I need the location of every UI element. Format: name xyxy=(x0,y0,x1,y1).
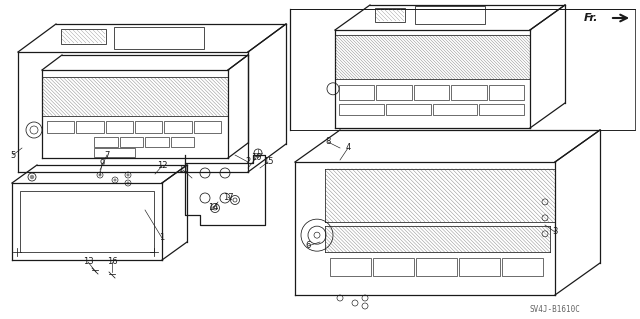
Bar xyxy=(94,148,135,157)
Text: Fr.: Fr. xyxy=(584,13,598,23)
Circle shape xyxy=(127,182,129,184)
Bar xyxy=(114,27,204,49)
Text: 1: 1 xyxy=(159,234,164,242)
Circle shape xyxy=(113,179,116,182)
Bar xyxy=(164,121,191,133)
Text: 16: 16 xyxy=(107,257,117,266)
Bar xyxy=(479,105,524,115)
Bar xyxy=(375,8,405,22)
Bar xyxy=(135,121,163,133)
Text: 5: 5 xyxy=(10,151,15,160)
Text: SV4J-B1610C: SV4J-B1610C xyxy=(530,306,581,315)
Bar xyxy=(330,258,371,276)
Bar xyxy=(414,85,449,100)
Text: 11: 11 xyxy=(178,166,188,174)
Bar xyxy=(145,137,169,147)
Text: 2: 2 xyxy=(245,158,251,167)
Text: 10: 10 xyxy=(251,153,261,162)
Bar xyxy=(373,258,414,276)
Bar xyxy=(76,121,104,133)
Bar xyxy=(502,258,543,276)
Text: 12: 12 xyxy=(157,161,167,170)
Bar xyxy=(415,6,485,24)
Text: 15: 15 xyxy=(263,158,273,167)
Bar xyxy=(20,191,154,252)
Circle shape xyxy=(99,174,102,176)
Bar xyxy=(171,137,195,147)
Circle shape xyxy=(127,174,129,176)
Text: 9: 9 xyxy=(99,159,104,167)
Bar xyxy=(339,105,384,115)
Bar xyxy=(451,85,486,100)
Bar xyxy=(47,121,74,133)
Bar xyxy=(459,258,500,276)
Text: 13: 13 xyxy=(83,257,93,266)
Bar xyxy=(61,29,106,44)
Bar xyxy=(106,121,133,133)
Text: 4: 4 xyxy=(346,144,351,152)
Bar xyxy=(94,137,118,147)
Bar xyxy=(433,105,477,115)
Text: 14: 14 xyxy=(208,204,218,212)
Bar xyxy=(386,105,431,115)
Bar xyxy=(416,258,457,276)
Text: 17: 17 xyxy=(223,192,234,202)
Circle shape xyxy=(31,175,33,179)
Text: 7: 7 xyxy=(104,151,109,160)
Bar xyxy=(194,121,221,133)
Bar xyxy=(339,85,374,100)
Bar xyxy=(376,85,412,100)
Text: 8: 8 xyxy=(325,137,331,146)
Text: 3: 3 xyxy=(552,227,557,236)
Bar xyxy=(488,85,524,100)
Text: 6: 6 xyxy=(305,241,310,250)
Bar xyxy=(120,137,143,147)
